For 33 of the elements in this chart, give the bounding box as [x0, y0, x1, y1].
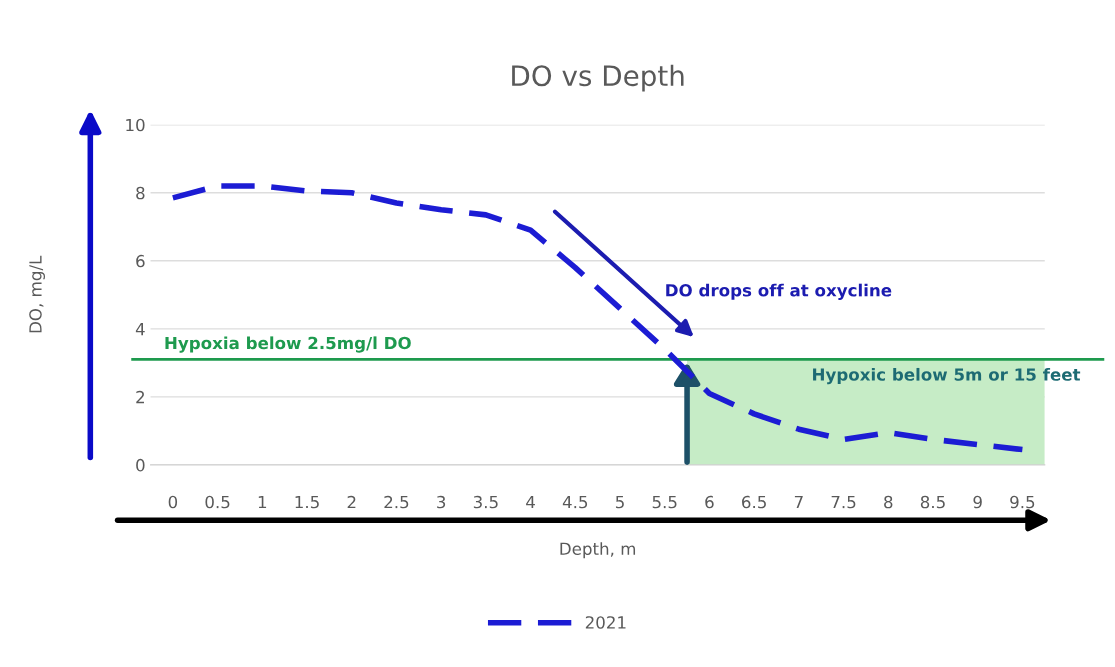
- y-tick-label: 6: [136, 254, 145, 268]
- x-tick-label: 9: [973, 495, 982, 509]
- chart-title: DO vs Depth: [512, 64, 684, 92]
- x-tick-label: 0.5: [205, 495, 230, 509]
- x-tick-label: 0: [168, 495, 178, 509]
- x-tick-label: 7: [794, 495, 803, 509]
- y-axis-title: DO, mg/L: [29, 255, 46, 333]
- y-tick-label: 8: [136, 186, 145, 200]
- x-tick-label: 3: [437, 495, 446, 509]
- legend-label: 2021: [585, 616, 626, 629]
- x-axis-title: Depth, m: [560, 542, 636, 559]
- x-tick-label: 5.5: [652, 495, 677, 509]
- x-tick-label: 4.5: [562, 495, 588, 509]
- x-tick-label: 8.5: [920, 495, 945, 509]
- y-tick-label: 2: [136, 390, 144, 404]
- x-tick-label: 6: [705, 495, 714, 509]
- y-tick-label: 4: [135, 323, 145, 336]
- x-tick-label: 6.5: [742, 495, 766, 509]
- annotation: DO drops off at oxycline: [666, 283, 892, 300]
- ref-line-label: Hypoxia below 2.5mg/l DO: [165, 336, 411, 353]
- x-tick-label: 9.5: [1010, 495, 1035, 509]
- y-tick-label: 10: [126, 118, 145, 132]
- x-tick-label: 1.5: [295, 495, 319, 509]
- x-tick-label: 1: [258, 495, 267, 509]
- x-tick-label: 7.5: [831, 495, 856, 509]
- x-tick-label: 4: [526, 495, 535, 509]
- x-tick-label: 8: [884, 495, 893, 509]
- x-tick-label: 3.5: [473, 495, 498, 509]
- x-tick-label: 2.5: [384, 495, 409, 509]
- x-tick-label: 5: [615, 495, 624, 509]
- x-tick-label: 2: [347, 495, 356, 509]
- band-label: Hypoxic below 5m or 15 feet: [813, 367, 1081, 385]
- y-tick-label: 0: [136, 458, 145, 472]
